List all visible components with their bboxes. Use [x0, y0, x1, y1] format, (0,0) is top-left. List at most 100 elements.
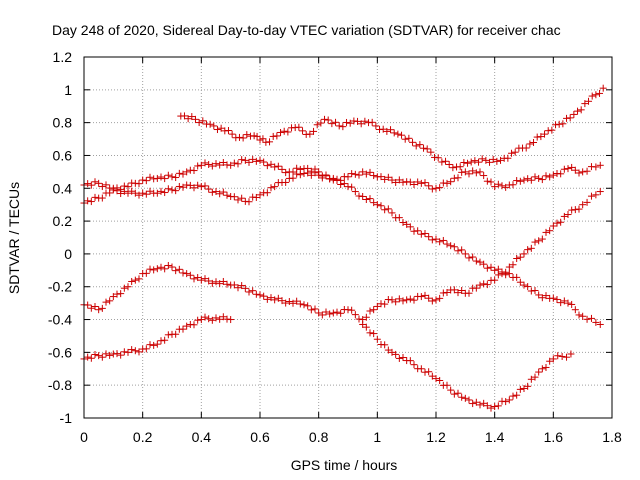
- data-point: [425, 368, 433, 376]
- data-point: [571, 166, 579, 174]
- data-point: [142, 190, 150, 198]
- data-point: [524, 283, 532, 291]
- x-tick-label: 1.8: [602, 429, 622, 445]
- data-point: [355, 171, 363, 179]
- y-tick-label: 0.6: [53, 147, 73, 163]
- data-point: [520, 281, 528, 289]
- data-point: [414, 178, 422, 186]
- data-point: [234, 284, 242, 292]
- data-point: [142, 269, 150, 277]
- data-point: [368, 118, 376, 126]
- data-point: [135, 348, 143, 356]
- data-point: [335, 122, 343, 130]
- data-point: [498, 182, 506, 190]
- data-point: [344, 173, 352, 181]
- data-point: [106, 297, 114, 305]
- y-tick-label: -0.4: [48, 312, 72, 328]
- data-point: [486, 158, 494, 166]
- data-point: [252, 157, 260, 165]
- data-point: [210, 122, 218, 130]
- data-point: [442, 157, 450, 165]
- data-point: [403, 296, 411, 304]
- data-point: [381, 175, 389, 183]
- data-point: [153, 265, 161, 273]
- data-point: [120, 348, 128, 356]
- data-point: [307, 171, 315, 179]
- data-point: [384, 173, 392, 181]
- data-point: [277, 128, 285, 136]
- data-point: [256, 136, 264, 144]
- data-point: [304, 169, 312, 177]
- data-point: [428, 297, 436, 305]
- data-point: [549, 222, 557, 230]
- series-track-2: [80, 155, 604, 193]
- data-point: [161, 265, 169, 273]
- data-point: [592, 191, 600, 199]
- data-point: [443, 240, 451, 248]
- data-point: [377, 202, 385, 210]
- data-point: [190, 321, 198, 329]
- data-point: [128, 187, 136, 195]
- data-point: [157, 187, 165, 195]
- data-point: [343, 118, 351, 126]
- data-point: [205, 160, 213, 168]
- data-point: [278, 165, 286, 173]
- data-point: [208, 279, 216, 287]
- data-point: [205, 277, 213, 285]
- data-point: [542, 292, 550, 300]
- data-point: [124, 189, 132, 197]
- data-point: [153, 340, 161, 348]
- data-point: [296, 300, 304, 308]
- y-tick-label: 0: [64, 246, 72, 262]
- y-tick-labels: -1 -0.8 -0.6 -0.4 -0.2 0 0.2 0.4 0.6 0.8 1 1.2: [48, 49, 72, 426]
- data-point: [535, 368, 543, 376]
- data-point: [398, 131, 406, 139]
- data-point: [476, 258, 484, 266]
- data-point: [596, 320, 604, 328]
- data-point: [377, 173, 385, 181]
- data-point: [329, 309, 337, 317]
- data-point: [197, 316, 205, 324]
- data-point: [183, 322, 191, 330]
- data-point: [395, 354, 403, 362]
- data-point: [224, 127, 232, 135]
- data-point: [84, 197, 92, 205]
- data-point: [175, 265, 183, 273]
- data-point: [469, 400, 477, 408]
- data-point: [135, 180, 143, 188]
- data-point: [280, 127, 288, 135]
- data-point: [256, 291, 264, 299]
- data-point: [260, 292, 268, 300]
- data-point: [535, 174, 543, 182]
- x-tick-label: 0.2: [133, 429, 153, 445]
- data-point: [208, 162, 216, 170]
- data-point: [252, 290, 260, 298]
- data-point: [168, 263, 176, 271]
- data-point: [227, 316, 235, 324]
- data-point: [425, 294, 433, 302]
- y-tick-label: 1: [64, 82, 72, 98]
- data-point: [172, 330, 180, 338]
- series-track-6: [359, 320, 575, 412]
- data-point: [87, 198, 95, 206]
- data-point: [299, 127, 307, 135]
- data-point: [199, 117, 207, 125]
- data-point: [456, 163, 464, 171]
- data-point: [332, 118, 340, 126]
- data-point: [91, 303, 99, 311]
- data-point: [311, 169, 319, 177]
- data-point: [179, 325, 187, 333]
- data-point: [256, 156, 264, 164]
- data-point: [239, 134, 247, 142]
- data-point: [579, 168, 587, 176]
- data-point: [357, 120, 365, 128]
- data-point: [179, 183, 187, 191]
- data-point: [491, 403, 499, 411]
- data-point: [417, 365, 425, 373]
- data-point: [322, 308, 330, 316]
- data-point: [359, 168, 367, 176]
- data-point: [585, 97, 593, 105]
- data-point: [328, 120, 336, 128]
- data-point: [150, 341, 158, 349]
- data-point: [392, 298, 400, 306]
